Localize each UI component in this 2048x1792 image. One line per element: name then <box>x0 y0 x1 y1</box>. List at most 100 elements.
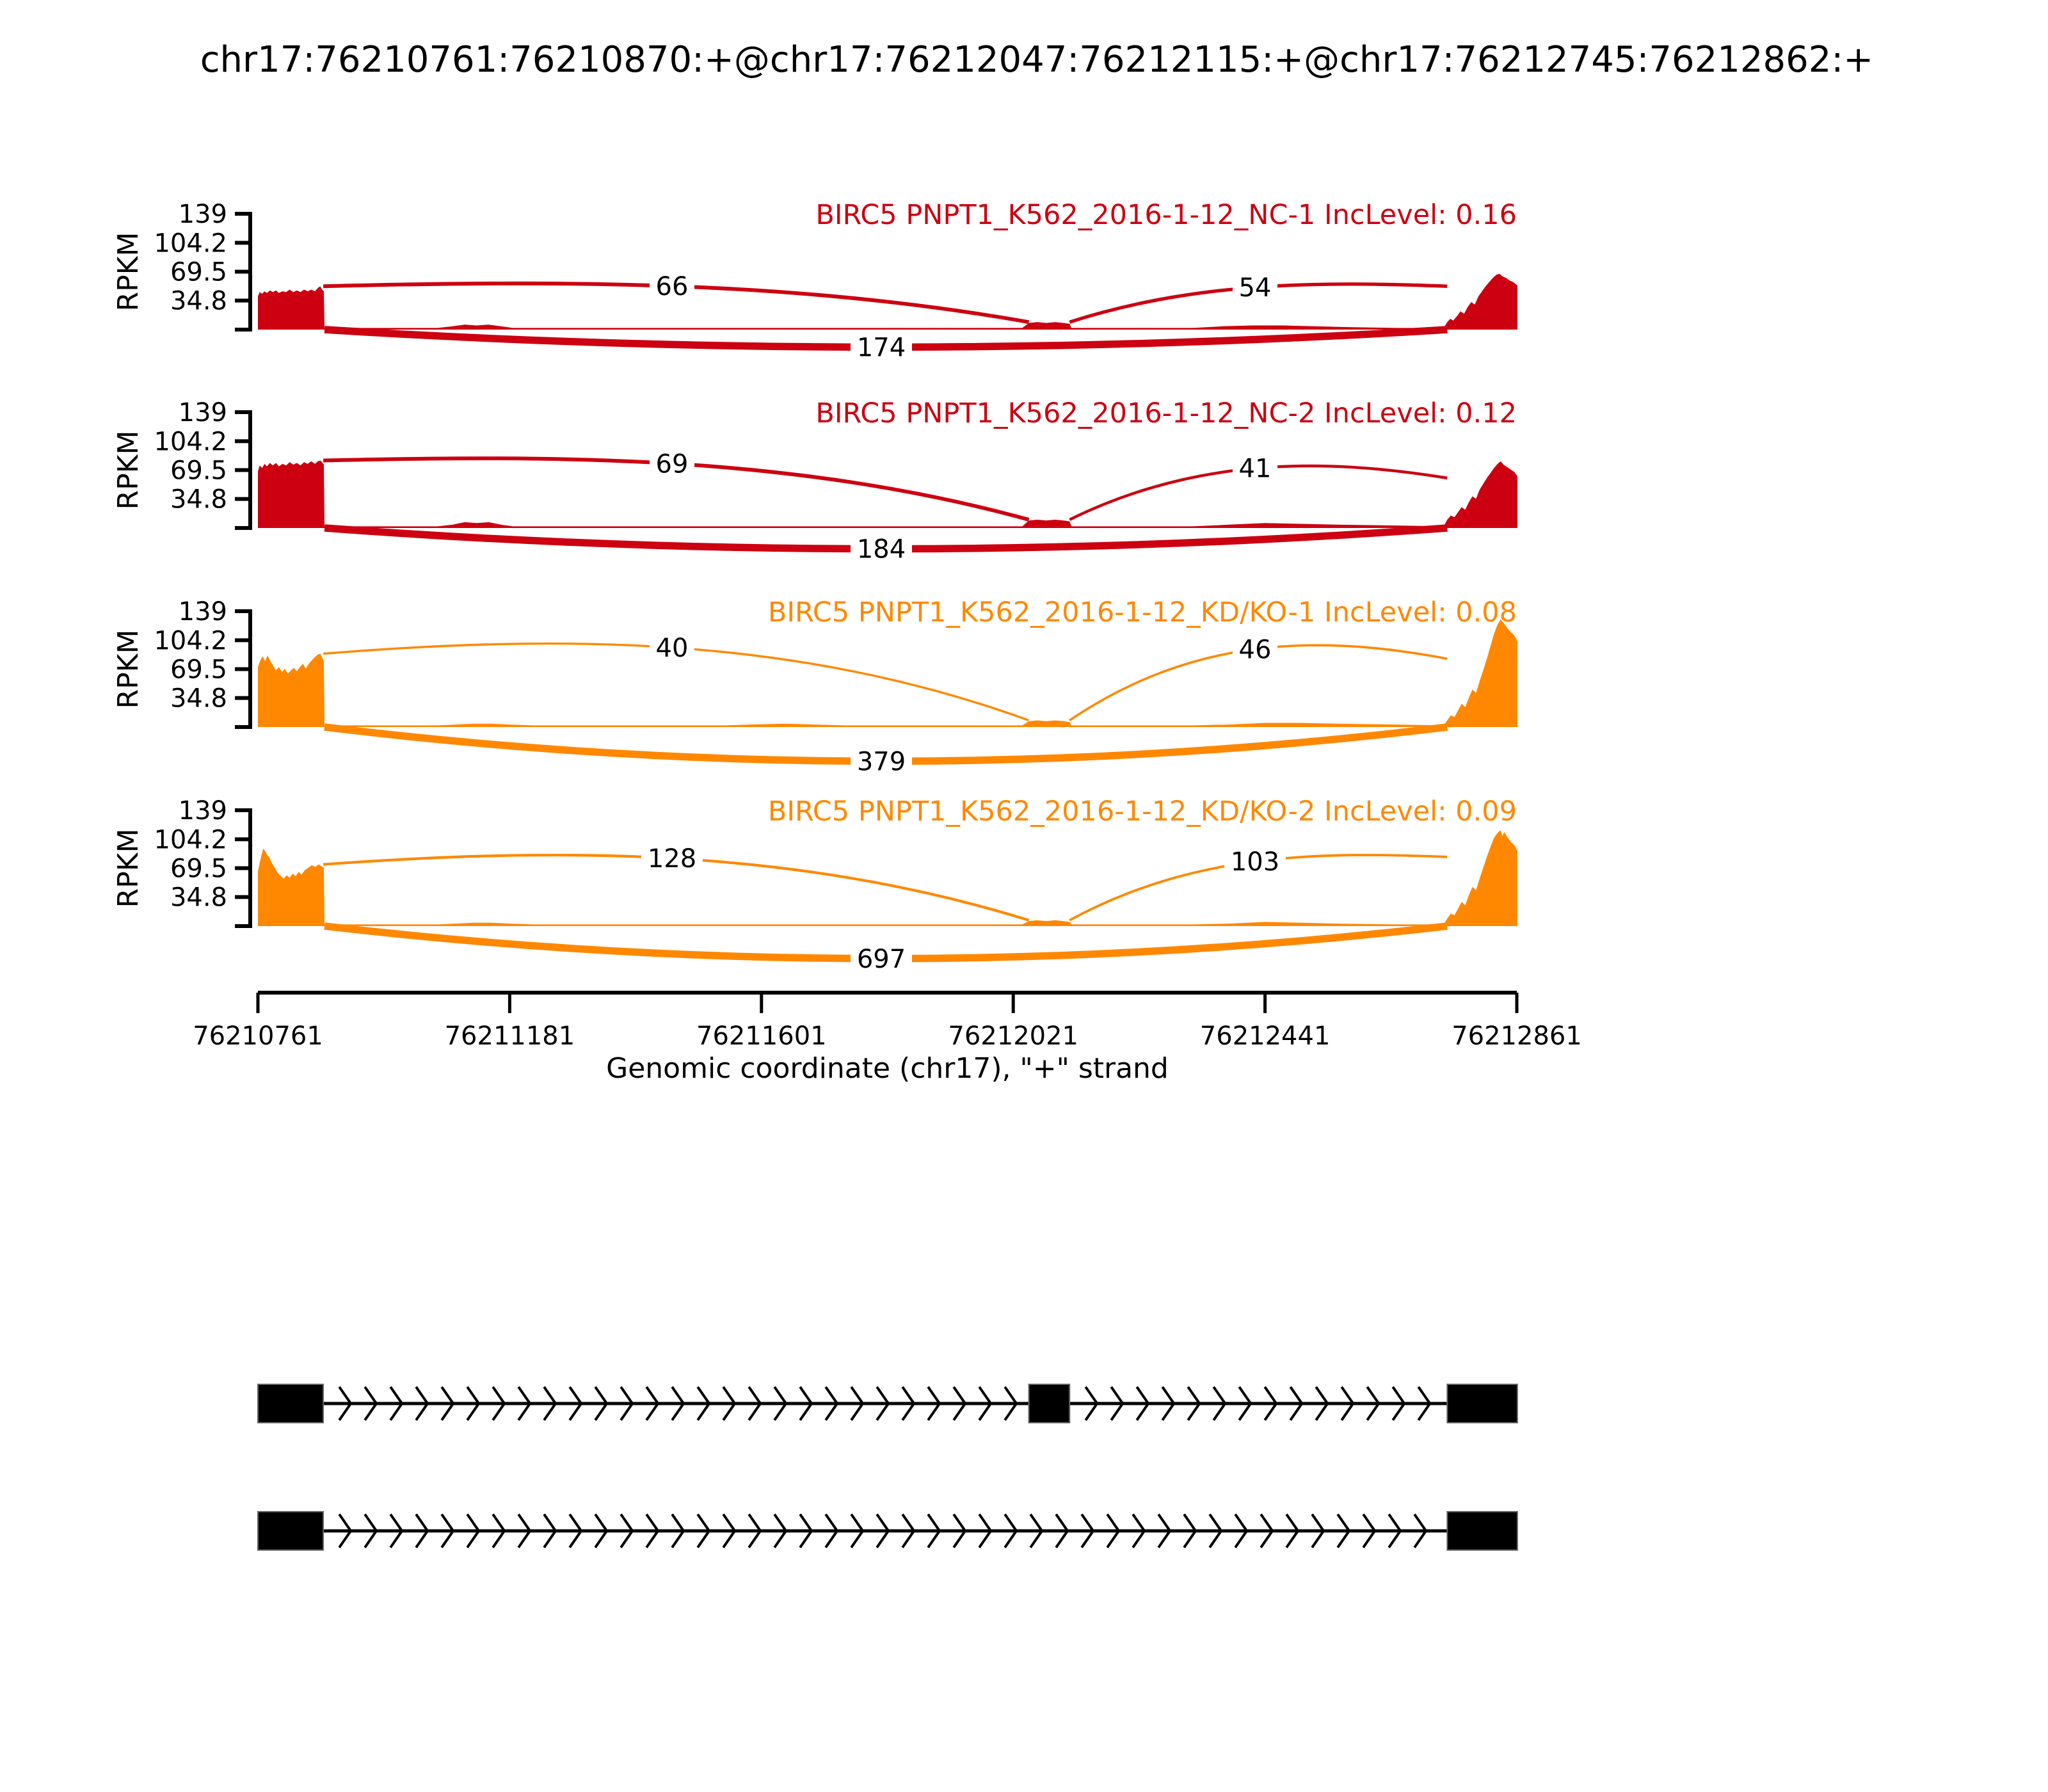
y-tick-label: 104.2 <box>154 626 227 655</box>
x-tick-label: 76211181 <box>445 1021 575 1051</box>
strand-direction-chevron-icon <box>901 1513 916 1549</box>
strand-direction-chevron-icon <box>1388 1513 1402 1549</box>
strand-direction-chevron-icon <box>722 1513 737 1549</box>
strand-direction-chevron-icon <box>824 1513 839 1549</box>
strand-direction-chevron-icon <box>722 1386 737 1421</box>
strand-direction-chevron-icon <box>338 1386 353 1421</box>
strand-direction-chevron-icon <box>1187 1386 1201 1421</box>
strand-direction-chevron-icon <box>645 1513 660 1549</box>
isoform-1 <box>257 1384 1518 1423</box>
x-tick-label: 76212861 <box>1452 1021 1582 1051</box>
y-tick-label: 139 <box>179 597 227 627</box>
strand-direction-chevron-icon <box>1417 1386 1432 1421</box>
strand-direction-chevron-icon <box>620 1513 634 1549</box>
strand-direction-chevron-icon <box>1263 1386 1278 1421</box>
strand-direction-chevron-icon <box>543 1386 557 1421</box>
exon-box <box>257 1511 324 1551</box>
strand-direction-chevron-icon <box>440 1513 455 1549</box>
strand-direction-chevron-icon <box>876 1386 890 1421</box>
strand-direction-chevron-icon <box>1084 1386 1099 1421</box>
junction-label-gap <box>1224 845 1286 878</box>
strand-direction-chevron-icon <box>389 1513 404 1549</box>
strand-direction-chevron-icon <box>1208 1513 1223 1549</box>
junction-label-gap <box>650 270 694 303</box>
y-tick-label: 34.8 <box>170 287 227 316</box>
y-axis-title: RPKM <box>112 232 145 312</box>
strand-direction-chevron-icon <box>748 1386 762 1421</box>
strand-direction-chevron-icon <box>1132 1513 1146 1549</box>
strand-direction-chevron-icon <box>517 1386 532 1421</box>
strand-direction-chevron-icon <box>799 1513 813 1549</box>
y-axis-title: RPKM <box>112 630 145 709</box>
strand-direction-chevron-icon <box>1004 1513 1018 1549</box>
strand-direction-chevron-icon <box>543 1513 557 1549</box>
exon-box <box>257 1384 324 1423</box>
strand-direction-chevron-icon <box>1055 1513 1069 1549</box>
junction-label-gap <box>1233 452 1277 484</box>
junction-count-label: 40 <box>656 634 689 663</box>
strand-direction-chevron-icon <box>850 1513 865 1549</box>
track-sample-label: BIRC5 PNPT1_K562_2016-1-12_NC-2 IncLevel… <box>815 397 1517 429</box>
y-axis-title: RPKM <box>112 829 145 908</box>
strand-direction-chevron-icon <box>1157 1513 1172 1549</box>
junction-count-label: 128 <box>648 844 696 874</box>
y-tick-label: 139 <box>179 398 227 428</box>
strand-direction-chevron-icon <box>389 1386 404 1421</box>
strand-direction-chevron-icon <box>1135 1386 1150 1421</box>
track-sample-label: BIRC5 PNPT1_K562_2016-1-12_KD/KO-2 IncLe… <box>768 796 1517 828</box>
strand-direction-chevron-icon <box>1336 1513 1351 1549</box>
strand-direction-chevron-icon <box>901 1386 916 1421</box>
strand-direction-chevron-icon <box>1183 1513 1197 1549</box>
strand-direction-chevron-icon <box>1106 1513 1121 1549</box>
strand-direction-chevron-icon <box>568 1386 583 1421</box>
strand-direction-chevron-icon <box>1366 1386 1380 1421</box>
y-tick-label: 69.5 <box>170 456 227 486</box>
junction-label-gap <box>650 447 694 480</box>
y-tick-label: 139 <box>179 200 227 229</box>
strand-direction-chevron-icon <box>1340 1386 1355 1421</box>
x-axis: 76210761 76211181 76211601 76212021 76212441… <box>193 991 1582 1085</box>
strand-direction-chevron-icon <box>466 1386 481 1421</box>
strand-direction-chevron-icon <box>1315 1386 1329 1421</box>
junction-label-gap <box>650 631 694 664</box>
y-tick-label: 69.5 <box>170 854 227 884</box>
strand-direction-chevron-icon <box>1212 1386 1227 1421</box>
strand-direction-chevron-icon <box>927 1513 941 1549</box>
coverage-profile <box>258 830 1517 926</box>
track-sample-label: BIRC5 PNPT1_K562_2016-1-12_NC-1 IncLevel… <box>815 199 1517 231</box>
junction-count-label: 66 <box>656 272 689 301</box>
junction-label-gap <box>851 532 912 565</box>
strand-direction-chevron-icon <box>773 1386 788 1421</box>
strand-direction-chevron-icon <box>748 1513 762 1549</box>
strand-direction-chevron-icon <box>671 1513 685 1549</box>
x-axis-title: Genomic coordinate (chr17), "+" strand <box>606 1052 1169 1085</box>
strand-direction-chevron-icon <box>1362 1513 1377 1549</box>
strand-direction-chevron-icon <box>671 1386 685 1421</box>
junction-label-gap <box>641 842 703 875</box>
exon-box <box>1446 1384 1518 1423</box>
junction-count-label: 697 <box>857 945 906 974</box>
strand-direction-chevron-icon <box>364 1513 378 1549</box>
strand-direction-chevron-icon <box>415 1386 429 1421</box>
strand-direction-chevron-icon <box>1234 1513 1249 1549</box>
y-tick-label: 104.2 <box>154 228 227 258</box>
strand-direction-chevron-icon <box>1260 1513 1274 1549</box>
junction-label-gap <box>851 942 912 975</box>
track-sample-label: BIRC5 PNPT1_K562_2016-1-12_KD/KO-1 IncLe… <box>768 596 1517 628</box>
junction-count-label: 41 <box>1239 454 1272 484</box>
strand-direction-chevron-icon <box>338 1513 353 1549</box>
strand-direction-chevron-icon <box>978 1386 993 1421</box>
strand-direction-chevron-icon <box>1080 1513 1095 1549</box>
strand-direction-chevron-icon <box>978 1513 993 1549</box>
y-tick-label: 104.2 <box>154 427 227 456</box>
strand-direction-chevron-icon <box>492 1513 506 1549</box>
y-tick-label: 104.2 <box>154 825 227 854</box>
junction-count-label: 69 <box>656 449 689 479</box>
strand-direction-chevron-icon <box>696 1513 711 1549</box>
strand-direction-chevron-icon <box>1029 1513 1044 1549</box>
junction-count-label: 54 <box>1239 273 1272 303</box>
strand-direction-chevron-icon <box>773 1513 788 1549</box>
